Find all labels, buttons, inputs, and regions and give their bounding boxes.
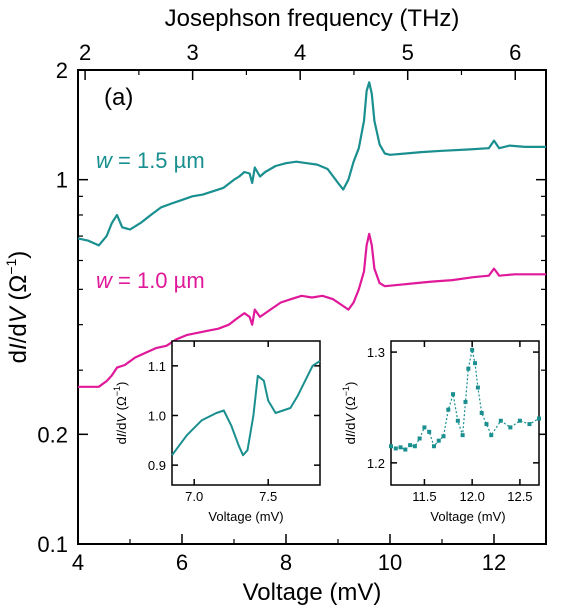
data-point: [446, 407, 451, 412]
data-point: [417, 436, 422, 441]
main-plot-frame: [77, 69, 547, 545]
series-line-1: [78, 232, 546, 388]
series-line-0: [77, 81, 546, 247]
data-point: [470, 347, 475, 352]
inset-1-x-label: Voltage (mV): [208, 509, 283, 524]
top-tick-label: 5: [402, 40, 414, 65]
data-point: [466, 366, 471, 371]
data-point: [403, 447, 408, 452]
series-label-1p5-value: = 1.5 µm: [112, 148, 205, 173]
x-tick-label: 8: [280, 550, 292, 575]
x-tick-label: 10: [378, 550, 402, 575]
data-point: [508, 425, 513, 430]
inset-1-lines: [171, 360, 321, 457]
x-tick-label: 12.5: [507, 489, 532, 504]
inset-1-frame: [171, 340, 321, 486]
data-point: [484, 422, 489, 427]
data-point: [517, 418, 522, 423]
panel-label: (a): [104, 84, 133, 111]
y-tick-label: 0.9: [148, 458, 166, 473]
data-point: [398, 445, 403, 450]
top-tick-label: 4: [294, 40, 306, 65]
series-line-0: [171, 360, 321, 457]
x-axis-label: Voltage (mV): [243, 579, 382, 606]
inset-2-ticks: 11.5 12.0 12.5 1.2 1.3: [367, 341, 539, 504]
main-panel: Josephson frequency (THz) Voltage (mV) d…: [3, 5, 547, 606]
y-axis-label: dI/dV (Ω−1): [3, 251, 32, 364]
x-tick-label: 12: [482, 550, 506, 575]
inset-1-y-label: dI/dV (Ω−1): [112, 382, 129, 445]
inset-2-frame: [390, 340, 540, 486]
inset-2: 11.5 12.0 12.5 1.2 1.3 Voltage (mV) dI/dV (Ω…: [341, 340, 541, 524]
series-label-1p0-var: w: [96, 268, 114, 293]
inset-2-y-label: dI/dV (Ω−1): [341, 382, 358, 445]
y-tick-label: 1.0: [148, 408, 166, 423]
top-tick-label: 6: [509, 40, 521, 65]
inset-1: 7.0 7.5 0.9 1.0 1.1 Voltage (mV) dI/dV (Ω−1): [112, 340, 321, 524]
y-tick-label: 0.2: [37, 422, 68, 447]
y-tick-label: 1.1: [148, 359, 166, 374]
data-point: [441, 434, 446, 439]
series-label-1p5: w = 1.5 µm: [96, 148, 205, 173]
series-label-1p0: w = 1.0 µm: [96, 268, 205, 293]
inset-1-ticks: 7.0 7.5 0.9 1.0 1.1: [148, 341, 320, 504]
y-tick-label: 0.1: [37, 532, 68, 557]
inset-2-lines: [389, 347, 541, 452]
data-point: [489, 433, 494, 438]
x-tick-label: 6: [176, 550, 188, 575]
main-lines: [77, 81, 546, 388]
x-tick-label: 12.0: [460, 489, 485, 504]
data-point: [451, 392, 456, 397]
top-tick-label: 3: [187, 40, 199, 65]
x-tick-label: 7.0: [185, 489, 203, 504]
series-label-1p0-value: = 1.0 µm: [112, 268, 205, 293]
y-tick-label: 1.2: [367, 456, 385, 471]
series-label-1p5-var: w: [96, 148, 114, 173]
top-axis-label: Josephson frequency (THz): [165, 5, 460, 32]
data-point: [479, 411, 484, 415]
top-tick-label: 2: [79, 40, 91, 65]
inset-2-x-label: Voltage (mV): [430, 509, 505, 524]
data-point: [463, 399, 468, 404]
series-line: [390, 349, 540, 451]
x-tick-label: 4: [72, 550, 84, 575]
x-tick-label: 7.5: [259, 489, 277, 504]
data-point: [412, 444, 417, 449]
y-tick-label: 1: [56, 168, 68, 193]
y-tick-label: 2: [56, 58, 68, 83]
y-tick-label: 1.3: [367, 345, 385, 360]
data-point: [427, 429, 432, 434]
x-tick-label: 11.5: [412, 489, 436, 504]
